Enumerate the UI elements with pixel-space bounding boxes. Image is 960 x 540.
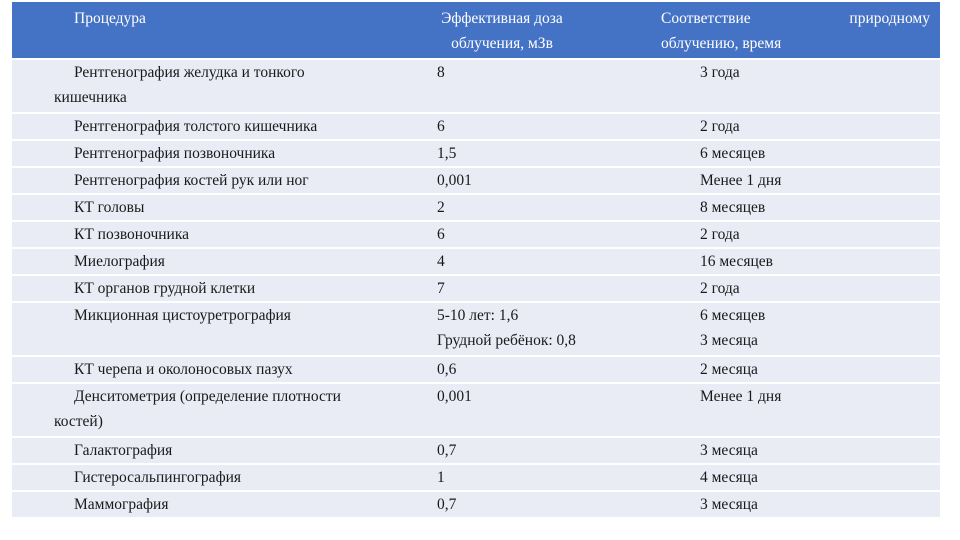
cell-dose: 0,7	[381, 492, 641, 517]
cell-dose: 0,7	[381, 438, 641, 463]
table-row: Микционная цистоуретрография 5-10 лет: 1…	[12, 303, 940, 355]
cell-procedure: Рентгенография позвоночника	[12, 141, 381, 166]
table-row: КТ позвоночника 6 2 года	[12, 222, 940, 247]
cell-natural: 8 месяцев	[641, 195, 940, 220]
header-procedure: Процедура	[12, 2, 381, 58]
cell-procedure: КТ головы	[12, 195, 381, 220]
cell-dose: 0,6	[381, 357, 641, 382]
table-row: Рентгенография желудка и тонкого кишечни…	[12, 60, 940, 112]
cell-natural: 6 месяцев	[641, 141, 940, 166]
table-row: Галактография 0,7 3 месяца	[12, 438, 940, 463]
cell-dose: 1	[381, 465, 641, 490]
cell-procedure: КТ черепа и околоносовых пазух	[12, 357, 381, 382]
cell-natural: 16 месяцев	[641, 249, 940, 274]
cell-natural: Менее 1 дня	[641, 384, 940, 436]
cell-dose: 7	[381, 276, 641, 301]
table-row: КТ органов грудной клетки 7 2 года	[12, 276, 940, 301]
header-natural-line1: Соответствие природному	[661, 10, 930, 27]
cell-natural: 2 года	[641, 222, 940, 247]
cell-procedure: КТ органов грудной клетки	[12, 276, 381, 301]
cell-procedure: Микционная цистоуретрография	[12, 303, 381, 355]
table-row: Денситометрия (определение плотности кос…	[12, 384, 940, 436]
table-row: КТ головы 2 8 месяцев	[12, 195, 940, 220]
cell-natural: 3 месяца	[641, 438, 940, 463]
cell-procedure: Маммография	[12, 492, 381, 517]
cell-natural-line: 3 месяца	[700, 332, 758, 349]
header-row: Процедура Эффективная доза облучения, мЗ…	[12, 2, 940, 58]
cell-natural: Менее 1 дня	[641, 168, 940, 193]
cell-natural: 2 года	[641, 114, 940, 139]
header-effective-dose: Эффективная доза облучения, мЗв	[381, 2, 641, 58]
cell-procedure: Рентгенография желудка и тонкого кишечни…	[12, 60, 381, 112]
cell-dose: 1,5	[381, 141, 641, 166]
table-row: Маммография 0,7 3 месяца	[12, 492, 940, 517]
cell-dose: 0,001	[381, 168, 641, 193]
cell-natural: 6 месяцев 3 месяца	[641, 303, 940, 355]
cell-procedure: Миелография	[12, 249, 381, 274]
cell-procedure: Галактография	[12, 438, 381, 463]
table-row: Рентгенография толстого кишечника 6 2 го…	[12, 114, 940, 139]
table-row: Рентгенография позвоночника 1,5 6 месяце…	[12, 141, 940, 166]
cell-dose-line: 5-10 лет: 1,6	[437, 307, 519, 324]
cell-procedure: Гистеросальпингография	[12, 465, 381, 490]
cell-procedure: КТ позвоночника	[12, 222, 381, 247]
cell-natural-line: 6 месяцев	[700, 307, 766, 324]
cell-dose: 5-10 лет: 1,6 Грудной ребёнок: 0,8	[381, 303, 641, 355]
cell-dose: 0,001	[381, 384, 641, 436]
table-row: КТ черепа и околоносовых пазух 0,6 2 мес…	[12, 357, 940, 382]
table-row: Гистеросальпингография 1 4 месяца	[12, 465, 940, 490]
cell-procedure: Рентгенография костей рук или ног	[12, 168, 381, 193]
header-natural-line2: облучению, время	[661, 35, 782, 52]
cell-natural: 2 года	[641, 276, 940, 301]
radiation-dose-table: Процедура Эффективная доза облучения, мЗ…	[12, 0, 940, 519]
header-natural-equivalent: Соответствие природному облучению, время	[641, 2, 940, 58]
header-dose-line1: Эффективная доза	[441, 10, 563, 27]
cell-dose: 4	[381, 249, 641, 274]
cell-dose: 6	[381, 114, 641, 139]
cell-natural: 4 месяца	[641, 465, 940, 490]
cell-natural: 2 месяца	[641, 357, 940, 382]
cell-dose: 8	[381, 60, 641, 112]
cell-procedure: Денситометрия (определение плотности кос…	[12, 384, 381, 436]
cell-natural: 3 года	[641, 60, 940, 112]
cell-natural: 3 месяца	[641, 492, 940, 517]
cell-dose: 6	[381, 222, 641, 247]
table-row: Миелография 4 16 месяцев	[12, 249, 940, 274]
cell-dose: 2	[381, 195, 641, 220]
cell-dose-line: Грудной ребёнок: 0,8	[437, 332, 576, 349]
cell-procedure: Рентгенография толстого кишечника	[12, 114, 381, 139]
table-row: Рентгенография костей рук или ног 0,001 …	[12, 168, 940, 193]
header-dose-line2: облучения, мЗв	[451, 35, 553, 52]
